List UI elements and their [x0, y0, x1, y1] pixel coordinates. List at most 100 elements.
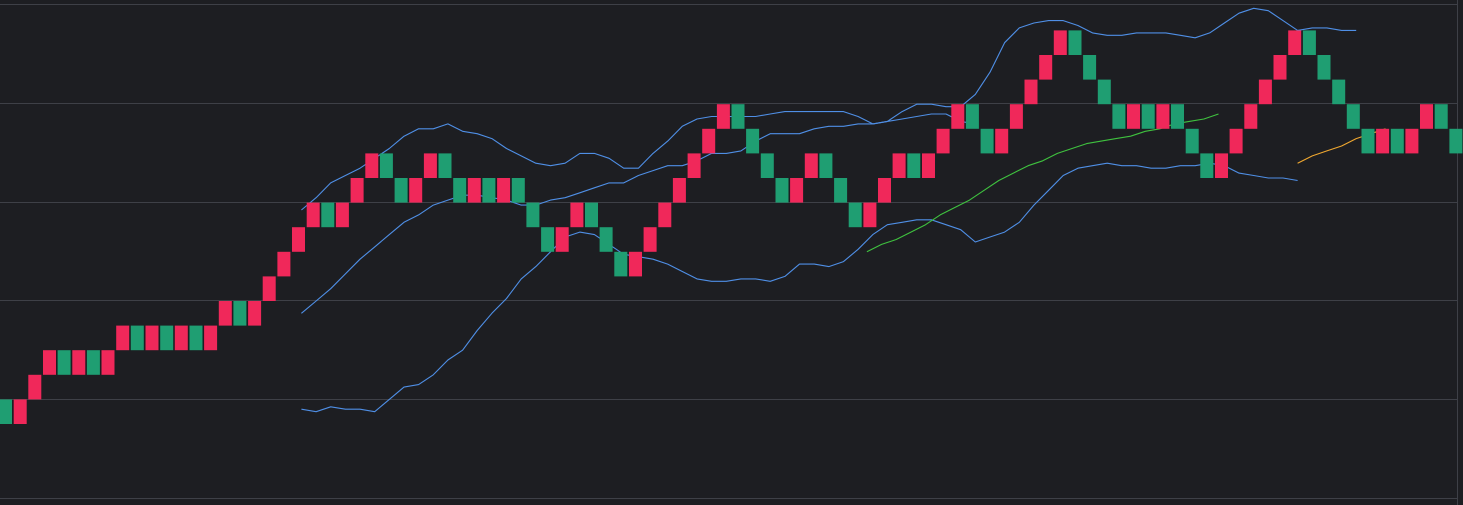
renko-brick-91 [1332, 79, 1346, 105]
renko-brick-71 [1039, 55, 1053, 80]
renko-brick-61 [892, 153, 906, 178]
renko-brick-8 [116, 325, 130, 351]
renko-brick-52 [760, 153, 774, 178]
renko-brick-83 [1215, 153, 1228, 178]
renko-brick-89 [1302, 30, 1316, 55]
renko-brick-15 [218, 301, 232, 326]
renko-brick-80 [1171, 104, 1184, 129]
renko-brick-85 [1244, 104, 1258, 129]
renko-brick-1 [13, 399, 27, 424]
renko-brick-33 [482, 178, 496, 203]
renko-brick-75 [1097, 79, 1111, 105]
renko-brick-95 [1390, 128, 1404, 154]
renko-brick-42 [614, 251, 628, 277]
renko-brick-10 [145, 325, 159, 351]
renko-brick-68 [995, 128, 1009, 154]
renko-brick-48 [702, 128, 716, 154]
renko-brick-90 [1317, 55, 1331, 80]
renko-brick-81 [1185, 128, 1199, 154]
renko-brick-79 [1156, 104, 1170, 129]
renko-brick-69 [1009, 104, 1023, 129]
renko-brick-26 [379, 153, 393, 178]
renko-brick-22 [321, 202, 335, 228]
renko-brick-29 [423, 153, 437, 178]
renko-brick-20 [292, 227, 305, 252]
renko-brick-56 [819, 153, 833, 178]
renko-brick-9 [130, 325, 144, 351]
renko-brick-78 [1141, 104, 1155, 129]
renko-brick-41 [599, 227, 613, 252]
renko-brick-54 [790, 178, 804, 203]
renko-brick-94 [1376, 128, 1390, 154]
series-line-lower-band [301, 162, 1298, 413]
indicator-lines [301, 7, 1386, 413]
renko-brick-17 [248, 301, 262, 326]
renko-brick-28 [409, 178, 423, 203]
renko-brick-88 [1288, 30, 1302, 55]
renko-brick-58 [848, 202, 862, 228]
renko-brick-59 [863, 202, 877, 228]
renko-brick-99 [1449, 128, 1463, 154]
renko-brick-46 [672, 178, 686, 203]
renko-brick-40 [585, 202, 598, 228]
renko-brick-55 [804, 153, 818, 178]
renko-brick-35 [511, 178, 525, 203]
renko-brick-11 [160, 325, 174, 351]
renko-brick-50 [731, 104, 745, 129]
renko-brick-5 [72, 350, 86, 375]
renko-brick-64 [936, 128, 950, 154]
renko-bricks [0, 30, 1463, 424]
renko-brick-24 [350, 178, 364, 203]
renko-brick-13 [189, 325, 203, 351]
renko-brick-60 [878, 178, 891, 203]
renko-brick-76 [1112, 104, 1126, 129]
renko-brick-73 [1068, 30, 1082, 55]
renko-brick-43 [629, 251, 642, 277]
renko-brick-23 [335, 202, 349, 228]
renko-brick-27 [394, 178, 408, 203]
renko-brick-62 [907, 153, 921, 178]
renko-brick-57 [834, 178, 848, 203]
renko-brick-87 [1273, 55, 1287, 80]
renko-brick-98 [1434, 104, 1448, 129]
renko-brick-86 [1258, 79, 1272, 105]
renko-brick-44 [643, 227, 657, 252]
renko-brick-67 [980, 128, 994, 154]
renko-brick-77 [1127, 104, 1140, 129]
renko-brick-63 [922, 153, 935, 178]
renko-brick-96 [1405, 128, 1419, 154]
renko-brick-7 [101, 350, 115, 375]
renko-brick-74 [1083, 55, 1097, 80]
renko-brick-49 [716, 104, 730, 129]
renko-brick-21 [306, 202, 320, 228]
renko-brick-45 [658, 202, 672, 228]
renko-brick-31 [453, 178, 467, 203]
renko-brick-19 [277, 251, 291, 277]
renko-brick-47 [687, 153, 701, 178]
renko-brick-97 [1420, 104, 1433, 129]
renko-brick-25 [365, 153, 379, 178]
renko-brick-12 [174, 325, 188, 351]
renko-brick-16 [233, 301, 247, 326]
renko-brick-18 [262, 276, 276, 301]
renko-brick-82 [1200, 153, 1214, 178]
series-line-middle-band [301, 113, 976, 314]
renko-brick-36 [526, 202, 540, 228]
renko-brick-4 [57, 350, 71, 375]
renko-brick-72 [1053, 30, 1067, 55]
renko-brick-51 [746, 128, 760, 154]
renko-brick-84 [1229, 128, 1243, 154]
renko-brick-6 [86, 350, 100, 375]
renko-brick-2 [28, 374, 42, 400]
renko-brick-53 [775, 178, 789, 203]
renko-brick-39 [570, 202, 584, 228]
renko-brick-93 [1361, 128, 1375, 154]
renko-brick-3 [43, 350, 56, 375]
renko-brick-92 [1346, 104, 1360, 129]
renko-brick-37 [541, 227, 555, 252]
renko-brick-32 [467, 178, 481, 203]
